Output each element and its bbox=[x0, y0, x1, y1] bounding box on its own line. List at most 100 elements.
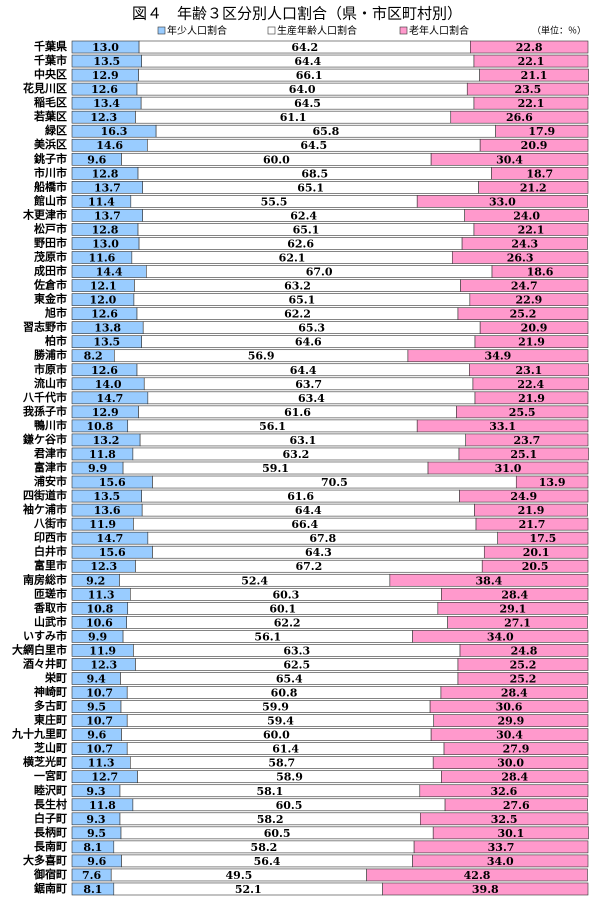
value-label: 13.0 bbox=[92, 41, 119, 54]
value-label: 30.4 bbox=[496, 153, 523, 166]
value-label: 34.0 bbox=[487, 855, 514, 868]
value-label: 11.9 bbox=[89, 518, 116, 531]
bar-segment bbox=[473, 96, 589, 110]
value-label: 13.5 bbox=[93, 55, 120, 68]
value-label: 59.1 bbox=[262, 462, 289, 475]
legend-label: 生産年齢人口割合 bbox=[277, 24, 357, 37]
y-tick-label: 千葉市 bbox=[34, 53, 67, 67]
value-label: 28.4 bbox=[501, 588, 528, 601]
value-label: 22.4 bbox=[517, 378, 544, 391]
value-label: 25.2 bbox=[510, 658, 537, 671]
value-label: 9.4 bbox=[87, 672, 106, 685]
value-label: 64.4 bbox=[294, 55, 321, 68]
value-label: 12.6 bbox=[91, 308, 118, 321]
bar-segment bbox=[429, 700, 589, 713]
y-tick-label: 長南町 bbox=[34, 839, 67, 853]
value-label: 13.8 bbox=[94, 322, 121, 335]
bar-segment bbox=[466, 82, 589, 96]
value-label: 26.6 bbox=[506, 111, 533, 124]
bar-segment bbox=[470, 40, 589, 54]
bar-segment bbox=[497, 531, 589, 545]
value-label: 12.6 bbox=[91, 83, 118, 96]
y-tick-label: 君津市 bbox=[34, 446, 67, 460]
value-label: 25.5 bbox=[509, 406, 536, 419]
bar-segment bbox=[479, 138, 589, 152]
value-label: 31.0 bbox=[495, 462, 522, 475]
y-tick-label: 成田市 bbox=[34, 264, 67, 278]
y-tick-label: 美浜区 bbox=[34, 137, 67, 151]
legend-label: 年少人口割合 bbox=[167, 24, 227, 37]
y-tick-label: 睦沢町 bbox=[34, 783, 67, 797]
value-label: 56.4 bbox=[254, 855, 281, 868]
bar-segment bbox=[382, 882, 589, 896]
legend-label: 老年人口割合 bbox=[409, 24, 469, 37]
bar-segment bbox=[474, 335, 589, 349]
value-label: 13.9 bbox=[539, 476, 566, 489]
value-label: 59.4 bbox=[267, 715, 294, 728]
value-label: 62.1 bbox=[279, 252, 306, 265]
y-tick-label: 柏市 bbox=[45, 334, 67, 348]
y-tick-label: 緑区 bbox=[45, 123, 67, 137]
value-label: 70.5 bbox=[321, 476, 348, 489]
y-tick-label: 一宮町 bbox=[34, 769, 67, 783]
value-label: 49.5 bbox=[226, 869, 253, 882]
bar-segment bbox=[443, 742, 589, 755]
bar-segment bbox=[457, 672, 589, 685]
value-label: 30.0 bbox=[497, 757, 524, 770]
value-label: 12.8 bbox=[92, 167, 119, 180]
value-label: 65.8 bbox=[312, 125, 339, 138]
y-tick-label: 流山市 bbox=[34, 376, 67, 390]
chart-title: 図４ 年齢３区分別人口割合（県・市区町村別） bbox=[132, 5, 462, 23]
value-label: 26.3 bbox=[507, 252, 534, 265]
value-label: 62.5 bbox=[283, 658, 310, 671]
value-label: 18.7 bbox=[526, 167, 553, 180]
value-label: 34.9 bbox=[485, 350, 512, 363]
bar-segment bbox=[457, 658, 589, 671]
y-tick-label: 長柄町 bbox=[34, 825, 67, 839]
value-label: 12.9 bbox=[92, 406, 119, 419]
y-tick-label: 八街市 bbox=[33, 516, 67, 530]
value-label: 21.2 bbox=[520, 181, 547, 194]
value-label: 17.5 bbox=[529, 532, 556, 545]
y-tick-label: 富里市 bbox=[34, 558, 67, 572]
legend-swatch bbox=[399, 26, 408, 35]
y-tick-label: 四街道市 bbox=[23, 488, 67, 502]
value-label: 11.6 bbox=[89, 252, 116, 265]
bar-segment bbox=[474, 391, 589, 405]
value-label: 62.2 bbox=[284, 308, 311, 321]
value-label: 24.3 bbox=[511, 237, 538, 250]
bar-segment bbox=[458, 447, 589, 461]
value-label: 25.2 bbox=[510, 672, 537, 685]
y-tick-label: 袖ケ浦市 bbox=[23, 502, 67, 516]
value-label: 14.7 bbox=[97, 392, 124, 405]
bar-segment bbox=[416, 419, 589, 433]
value-label: 61.1 bbox=[280, 111, 307, 124]
bar-segment bbox=[412, 630, 589, 643]
unit-note: （単位：％） bbox=[532, 25, 586, 37]
value-label: 58.2 bbox=[257, 813, 284, 826]
y-tick-label: 九十九里町 bbox=[11, 727, 67, 741]
value-label: 32.5 bbox=[491, 813, 518, 826]
value-label: 27.9 bbox=[503, 743, 530, 756]
value-label: 10.7 bbox=[86, 687, 113, 700]
value-label: 66.1 bbox=[296, 69, 323, 82]
value-label: 63.7 bbox=[295, 378, 322, 391]
bar-segment bbox=[459, 644, 589, 657]
value-label: 39.8 bbox=[472, 883, 499, 896]
value-label: 16.3 bbox=[101, 125, 128, 138]
value-label: 64.5 bbox=[294, 97, 321, 110]
bar-segment bbox=[419, 812, 589, 826]
y-tick-label: 鋸南町 bbox=[34, 881, 67, 895]
y-tick-label: 香取市 bbox=[33, 600, 67, 614]
bar-segment bbox=[460, 279, 589, 292]
value-label: 65.4 bbox=[276, 672, 303, 685]
y-tick-label: 千葉県 bbox=[34, 39, 67, 53]
value-label: 21.9 bbox=[518, 504, 545, 517]
value-label: 64.4 bbox=[295, 504, 322, 517]
bar-segment bbox=[474, 503, 588, 517]
bar-segment bbox=[432, 826, 589, 840]
value-label: 9.6 bbox=[87, 153, 106, 166]
y-tick-label: いすみ市 bbox=[23, 628, 67, 642]
value-label: 24.9 bbox=[510, 490, 537, 503]
